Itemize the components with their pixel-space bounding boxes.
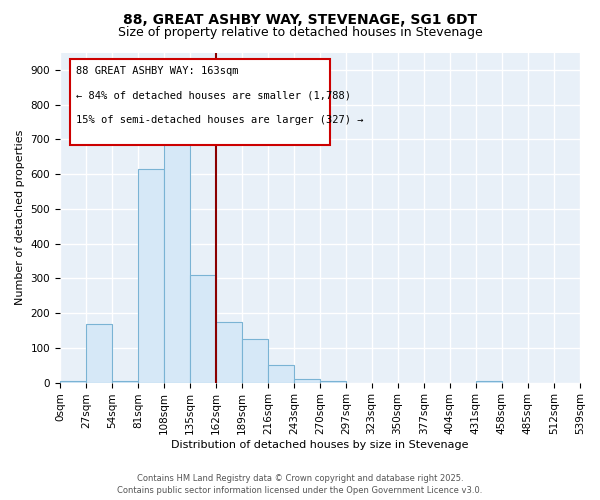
FancyBboxPatch shape [70, 59, 331, 145]
Y-axis label: Number of detached properties: Number of detached properties [15, 130, 25, 305]
Bar [476, 381, 502, 382]
Bar [190, 275, 216, 382]
Bar [112, 381, 138, 382]
Text: 88 GREAT ASHBY WAY: 163sqm: 88 GREAT ASHBY WAY: 163sqm [76, 66, 238, 76]
Bar [216, 322, 242, 382]
Bar [60, 381, 86, 382]
Bar [86, 324, 112, 382]
Text: 88, GREAT ASHBY WAY, STEVENAGE, SG1 6DT: 88, GREAT ASHBY WAY, STEVENAGE, SG1 6DT [123, 12, 477, 26]
Text: ← 84% of detached houses are smaller (1,788): ← 84% of detached houses are smaller (1,… [76, 90, 350, 100]
Bar [164, 141, 190, 382]
Bar [138, 169, 164, 382]
Bar [320, 381, 346, 382]
Bar [242, 339, 268, 382]
Text: Contains HM Land Registry data © Crown copyright and database right 2025.
Contai: Contains HM Land Registry data © Crown c… [118, 474, 482, 495]
Text: 15% of semi-detached houses are larger (327) →: 15% of semi-detached houses are larger (… [76, 114, 363, 124]
Text: Size of property relative to detached houses in Stevenage: Size of property relative to detached ho… [118, 26, 482, 39]
Bar [295, 379, 320, 382]
Bar [268, 365, 295, 382]
X-axis label: Distribution of detached houses by size in Stevenage: Distribution of detached houses by size … [171, 440, 469, 450]
